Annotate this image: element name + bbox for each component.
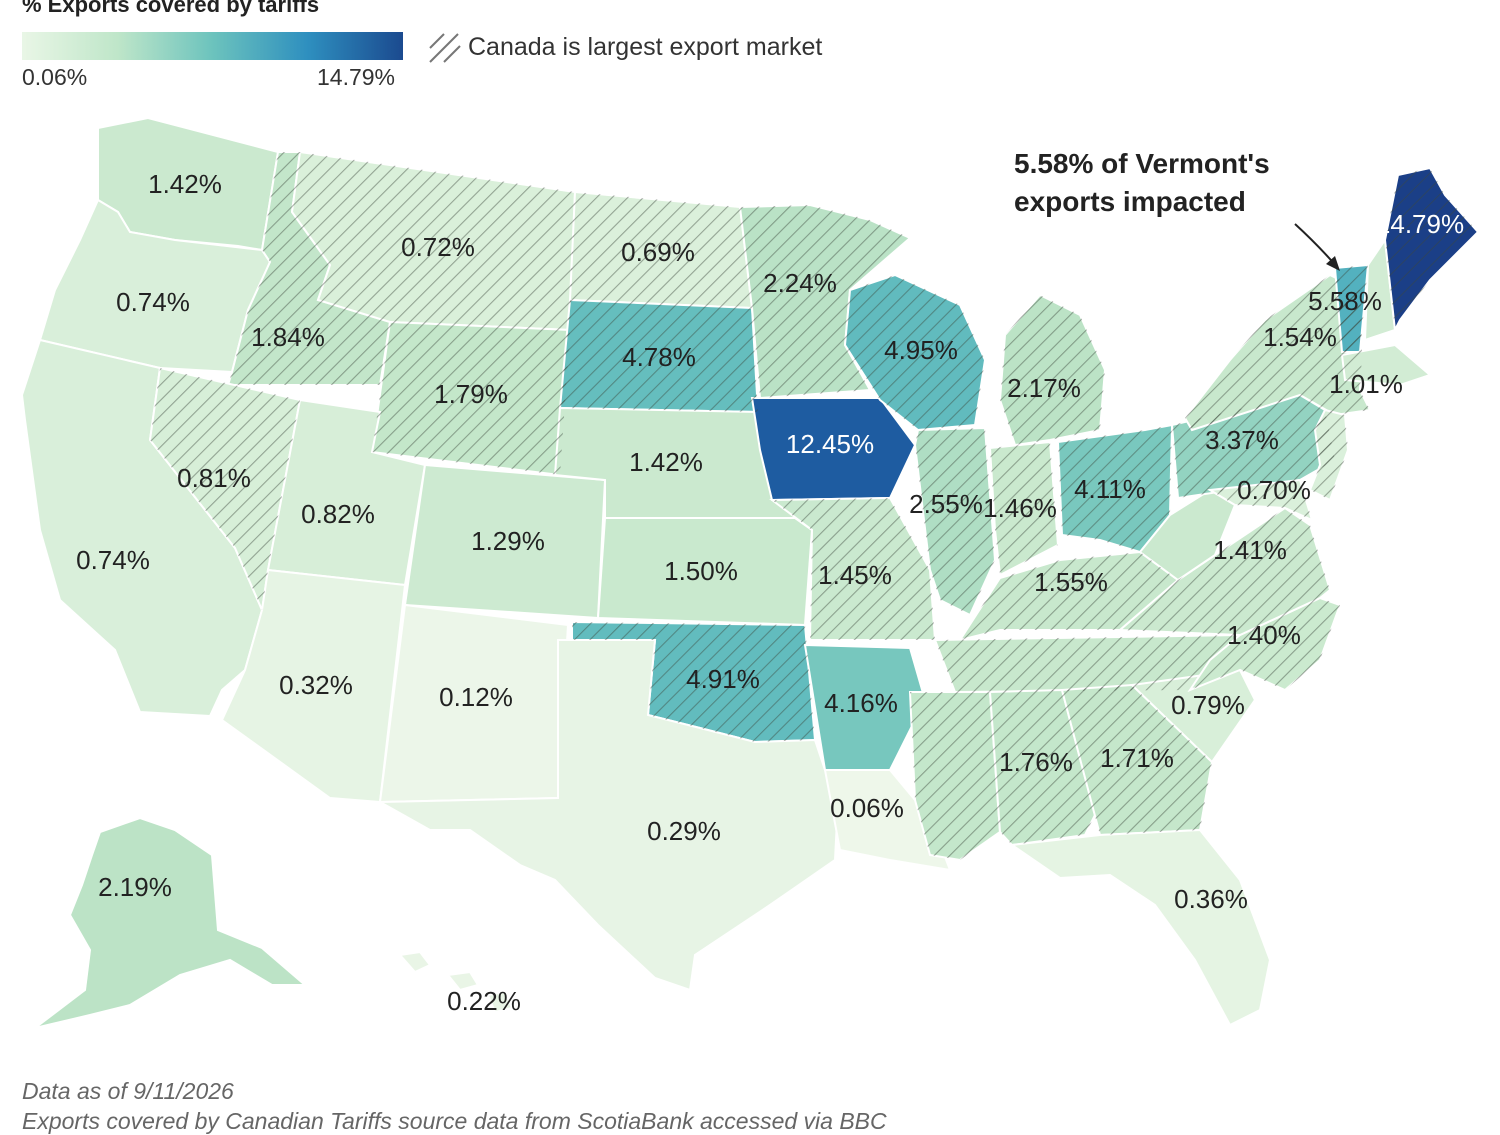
annotation-line-1: 5.58% of Vermont's xyxy=(1014,148,1270,179)
state-label-nm: 0.12% xyxy=(439,682,513,712)
state-label-id: 1.84% xyxy=(251,322,325,352)
state-label-ms: 1.76% xyxy=(999,747,1073,777)
state-hatch-in xyxy=(990,442,1058,575)
state-label-ky: 1.55% xyxy=(1034,567,1108,597)
state-tx[interactable] xyxy=(376,639,840,992)
state-hatch-nv xyxy=(150,368,300,610)
legend-color-ramp xyxy=(22,32,403,60)
state-label-ks: 1.50% xyxy=(664,556,738,586)
hatch-legend-label: Canada is largest export market xyxy=(468,33,823,61)
state-label-hi: 0.22% xyxy=(447,986,521,1016)
state-label-oh: 4.11% xyxy=(1074,474,1146,504)
state-label-nc: 1.40% xyxy=(1227,620,1301,650)
state-label-ok: 4.91% xyxy=(686,664,760,694)
state-hatch-vt xyxy=(1335,265,1368,352)
annotation-arrow xyxy=(1294,223,1340,271)
state-hatch-mn xyxy=(740,205,910,398)
legend-max-label: 14.79% xyxy=(317,64,396,90)
state-ak[interactable] xyxy=(34,816,308,1029)
state-hatch-id xyxy=(228,152,390,385)
state-label-mt: 0.72% xyxy=(401,232,475,262)
state-hatch-sd xyxy=(560,300,758,412)
state-hatch-ms xyxy=(910,692,1000,860)
state-label-ny: 1.54% xyxy=(1263,322,1337,352)
state-label-me: 14.79% xyxy=(1376,209,1464,239)
hatch-legend-swatch xyxy=(429,33,461,63)
state-label-ut: 0.82% xyxy=(301,499,375,529)
annotation-line-2: exports impacted xyxy=(1014,186,1246,217)
state-hatch-mt xyxy=(292,152,575,330)
state-hatch-mo xyxy=(772,498,935,640)
state-hatch-ga xyxy=(1062,685,1212,835)
state-label-ia: 12.45% xyxy=(786,429,874,459)
legend-title: % Exports covered by tariffs xyxy=(22,0,320,17)
state-label-ga: 1.71% xyxy=(1100,743,1174,773)
state-label-ar: 4.16% xyxy=(824,688,898,718)
state-label-il: 2.55% xyxy=(909,489,983,519)
state-hatch-ok xyxy=(572,622,815,742)
state-hatch-me xyxy=(1385,168,1478,330)
state-hatch-al xyxy=(990,690,1095,845)
state-hatch-wy xyxy=(372,322,570,475)
state-hatch-nj xyxy=(1310,410,1348,500)
state-hatch-ny xyxy=(1185,275,1370,430)
state-label-va: 1.41% xyxy=(1213,535,1287,565)
state-hatch-ky xyxy=(960,552,1178,640)
state-label-az: 0.32% xyxy=(279,670,353,700)
state-label-ma: 1.01% xyxy=(1329,369,1403,399)
state-hatch-mi xyxy=(1000,295,1105,445)
data-date-note: Data as of 9/11/2026 xyxy=(22,1078,234,1104)
state-fl[interactable] xyxy=(1009,828,1272,1027)
state-hatch-va xyxy=(1120,508,1330,635)
legend-min-label: 0.06% xyxy=(22,64,88,90)
state-hi[interactable] xyxy=(398,950,514,1014)
state-label-or: 0.74% xyxy=(116,287,190,317)
state-label-fl: 0.36% xyxy=(1174,884,1248,914)
state-label-sc: 0.79% xyxy=(1171,690,1245,720)
state-label-mn: 2.24% xyxy=(763,268,837,298)
state-label-mo: 1.45% xyxy=(818,560,892,590)
state-label-la: 0.06% xyxy=(830,793,904,823)
state-hatch-nd xyxy=(570,192,752,308)
vermont-annotation: 5.58% of Vermont's exports impacted xyxy=(1014,145,1270,221)
state-ks[interactable] xyxy=(596,517,814,627)
state-label-sd: 4.78% xyxy=(622,342,696,372)
state-label-wy: 1.79% xyxy=(434,379,508,409)
state-label-tx: 0.29% xyxy=(647,816,721,846)
state-label-wi: 4.95% xyxy=(884,335,958,365)
state-hatch-il xyxy=(915,428,995,615)
state-hatch-tn xyxy=(935,635,1240,692)
state-label-ne: 1.42% xyxy=(629,447,703,477)
state-label-mi: 2.17% xyxy=(1007,373,1081,403)
state-label-wa: 1.42% xyxy=(148,169,222,199)
state-label-ca: 0.74% xyxy=(76,545,150,575)
state-label-nv: 0.81% xyxy=(177,463,251,493)
state-hatch-nc xyxy=(1190,598,1340,690)
source-note: Exports covered by Canadian Tariffs sour… xyxy=(22,1108,887,1134)
state-hatch-md xyxy=(1210,480,1312,520)
state-label-pa: 3.37% xyxy=(1205,425,1279,455)
state-label-vt: 5.58% xyxy=(1308,286,1382,316)
state-hatch-oh xyxy=(1058,425,1172,552)
state-ar[interactable] xyxy=(803,643,927,771)
state-label-co: 1.29% xyxy=(471,526,545,556)
state-label-in: 1.46% xyxy=(983,493,1057,523)
state-az[interactable] xyxy=(220,568,407,804)
state-label-ak: 2.19% xyxy=(98,872,172,902)
state-hatch-wi xyxy=(845,275,985,430)
state-label-nj: 0.70% xyxy=(1237,475,1311,505)
state-label-nd: 0.69% xyxy=(621,237,695,267)
